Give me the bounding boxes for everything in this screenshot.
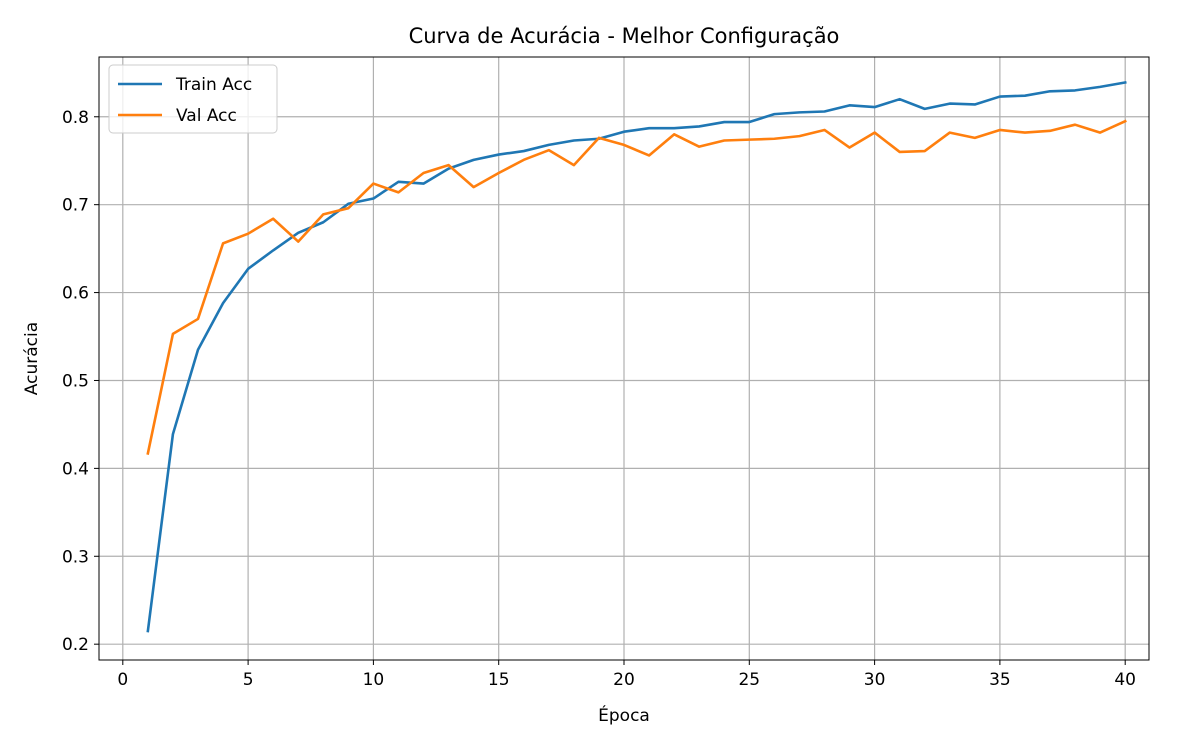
y-tick-label: 0.8	[62, 108, 89, 128]
chart-title: Curva de Acurácia - Melhor Configuração	[409, 24, 840, 48]
x-tick-label: 25	[738, 670, 760, 690]
x-tick-label: 20	[613, 670, 635, 690]
y-axis-label: Acurácia	[22, 322, 42, 395]
series-line-val-acc	[146, 119, 1127, 455]
axis-ticks: 0 5 10 15 20 25 30 35 40 0.2 0.3 0.4 0.5 0.6 0.7 0.8	[62, 108, 1136, 690]
legend-label: Val Acc	[176, 106, 237, 126]
legend-label: Train Acc	[175, 75, 252, 95]
y-tick-label: 0.3	[62, 547, 89, 567]
x-tick-label: 40	[1114, 670, 1136, 690]
legend: Train Acc Val Acc	[108, 64, 278, 134]
x-tick-label: 5	[243, 670, 254, 690]
y-tick-label: 0.4	[62, 459, 89, 479]
y-tick-label: 0.6	[62, 284, 89, 304]
series-lines	[146, 80, 1127, 633]
x-tick-label: 10	[363, 670, 385, 690]
x-tick-label: 15	[488, 670, 510, 690]
y-tick-label: 0.7	[62, 196, 89, 216]
y-tick-label: 0.2	[62, 635, 89, 655]
y-tick-label: 0.5	[62, 371, 89, 391]
grid	[99, 57, 1149, 660]
x-tick-label: 30	[864, 670, 886, 690]
x-tick-label: 35	[989, 670, 1011, 690]
x-tick-label: 0	[117, 670, 128, 690]
x-axis-label: Época	[598, 704, 650, 726]
